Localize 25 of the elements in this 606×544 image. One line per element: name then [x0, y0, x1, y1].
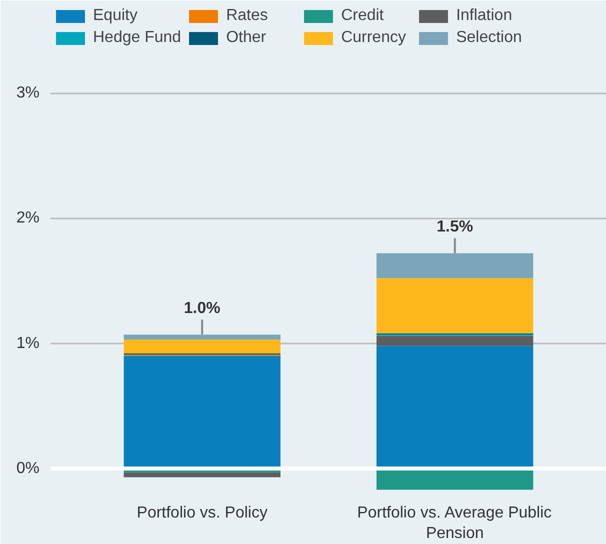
legend-label: Rates [226, 7, 269, 25]
legend-label: Hedge Fund [93, 29, 182, 47]
y-tick-label: 3% [16, 84, 40, 102]
bar [376, 346, 534, 468]
bar [124, 334, 280, 340]
y-tick-label: 2% [16, 210, 40, 227]
legend-label: Inflation [456, 7, 514, 25]
bar [376, 336, 534, 346]
bar [124, 472, 280, 478]
bar [376, 278, 534, 334]
legend-label: Selection [456, 29, 523, 47]
x-tick-label: Portfolio vs. Policy [136, 504, 268, 522]
legend-label: Other [226, 29, 268, 47]
bar [124, 356, 280, 468]
bar [376, 253, 534, 278]
x-tick-label: Portfolio vs. Average Public Pension [357, 504, 552, 542]
total-label: 1.5% [436, 218, 474, 236]
total-label: 1.0% [184, 300, 220, 318]
y-tick-label: 0% [16, 460, 40, 477]
bar [376, 470, 534, 490]
legend-label: Credit [341, 7, 385, 25]
legend-label: Currency [341, 29, 407, 47]
legend-label: Equity [93, 7, 138, 25]
bar [124, 340, 280, 354]
y-tick-label: 1% [16, 334, 40, 352]
